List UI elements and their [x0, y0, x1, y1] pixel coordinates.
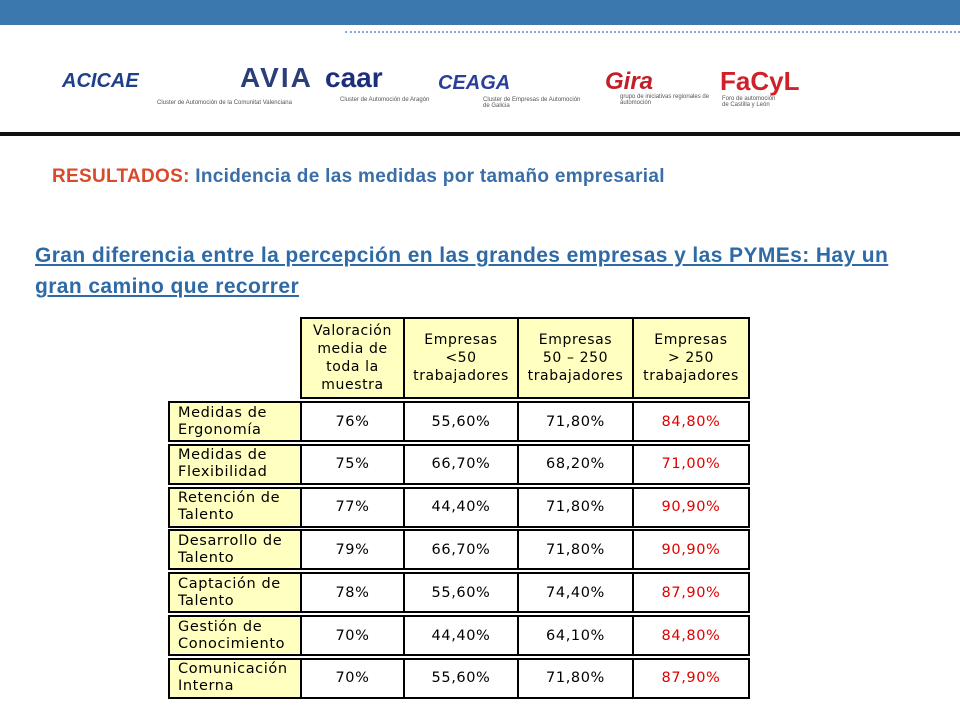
logo: Gira: [605, 68, 654, 95]
value-cell: 70%: [300, 615, 405, 656]
value-cell: 74,40%: [517, 572, 634, 614]
value-cell: 77%: [300, 486, 405, 528]
value-cell: 55,60%: [403, 401, 519, 442]
row-label: Medidas de Flexibilidad: [168, 443, 302, 485]
value-cell: 79%: [300, 529, 405, 571]
value-cell: 78%: [300, 572, 405, 614]
value-cell: 84,80%: [632, 401, 750, 442]
value-cell: 66,70%: [403, 443, 519, 485]
value-cell: 90,90%: [632, 486, 750, 528]
top-bar: [0, 0, 960, 25]
logo-caption: Cluster de Automoción de Aragón: [340, 97, 430, 103]
column-header: Empresas <50 trabajadores: [403, 317, 519, 399]
row-label: Gestión de Conocimiento: [168, 615, 302, 656]
value-cell: 71,00%: [632, 443, 750, 485]
logo-caption: Foro de automoción de Castilla y León: [722, 96, 776, 108]
title-label: RESULTADOS:: [52, 166, 190, 187]
logo: caar: [325, 62, 383, 93]
value-cell: 70%: [300, 657, 405, 699]
value-cell: 87,90%: [632, 657, 750, 699]
title-text: Incidencia de las medidas por tamaño emp…: [195, 166, 665, 187]
row-label: Comunicación Interna: [168, 657, 302, 699]
value-cell: 84,80%: [632, 615, 750, 656]
dotted-line: [345, 31, 960, 33]
logo: CEAGA: [438, 72, 511, 94]
section-title: RESULTADOS: Incidencia de las medidas po…: [52, 166, 665, 188]
value-cell: 55,60%: [403, 657, 519, 699]
value-cell: 66,70%: [403, 529, 519, 571]
value-cell: 71,80%: [517, 486, 634, 528]
row-label: Desarrollo de Talento: [168, 529, 302, 571]
row-label: Captación de Talento: [168, 572, 302, 614]
value-cell: 55,60%: [403, 572, 519, 614]
value-cell: 71,80%: [517, 657, 634, 699]
logo-caption: Cluster de Empresas de Automoción de Gal…: [483, 97, 581, 109]
value-cell: 44,40%: [403, 615, 519, 656]
logo-caption: Cluster de Automoción de la Comunitat Va…: [157, 100, 292, 106]
value-cell: 75%: [300, 443, 405, 485]
value-cell: 64,10%: [517, 615, 634, 656]
heading: Gran diferencia entre la percepción en l…: [35, 244, 889, 298]
column-header: Valoración media de toda la muestra: [300, 317, 405, 399]
value-cell: 71,80%: [517, 529, 634, 571]
value-cell: 68,20%: [517, 443, 634, 485]
divider: [0, 132, 960, 136]
logo-caption: grupo de iniciativas regionales de autom…: [620, 94, 710, 106]
value-cell: 71,80%: [517, 401, 634, 442]
value-cell: 76%: [300, 401, 405, 442]
logo: ACICAE: [62, 70, 139, 92]
logo: AVIA: [240, 62, 313, 93]
value-cell: 44,40%: [403, 486, 519, 528]
row-label: Retención de Talento: [168, 486, 302, 528]
logo: FaCyL: [720, 66, 800, 96]
value-cell: 87,90%: [632, 572, 750, 614]
row-label: Medidas de Ergonomía: [168, 401, 302, 442]
column-header: Empresas 50 – 250 trabajadores: [517, 317, 634, 399]
value-cell: 90,90%: [632, 529, 750, 571]
column-header: Empresas > 250 trabajadores: [632, 317, 750, 399]
